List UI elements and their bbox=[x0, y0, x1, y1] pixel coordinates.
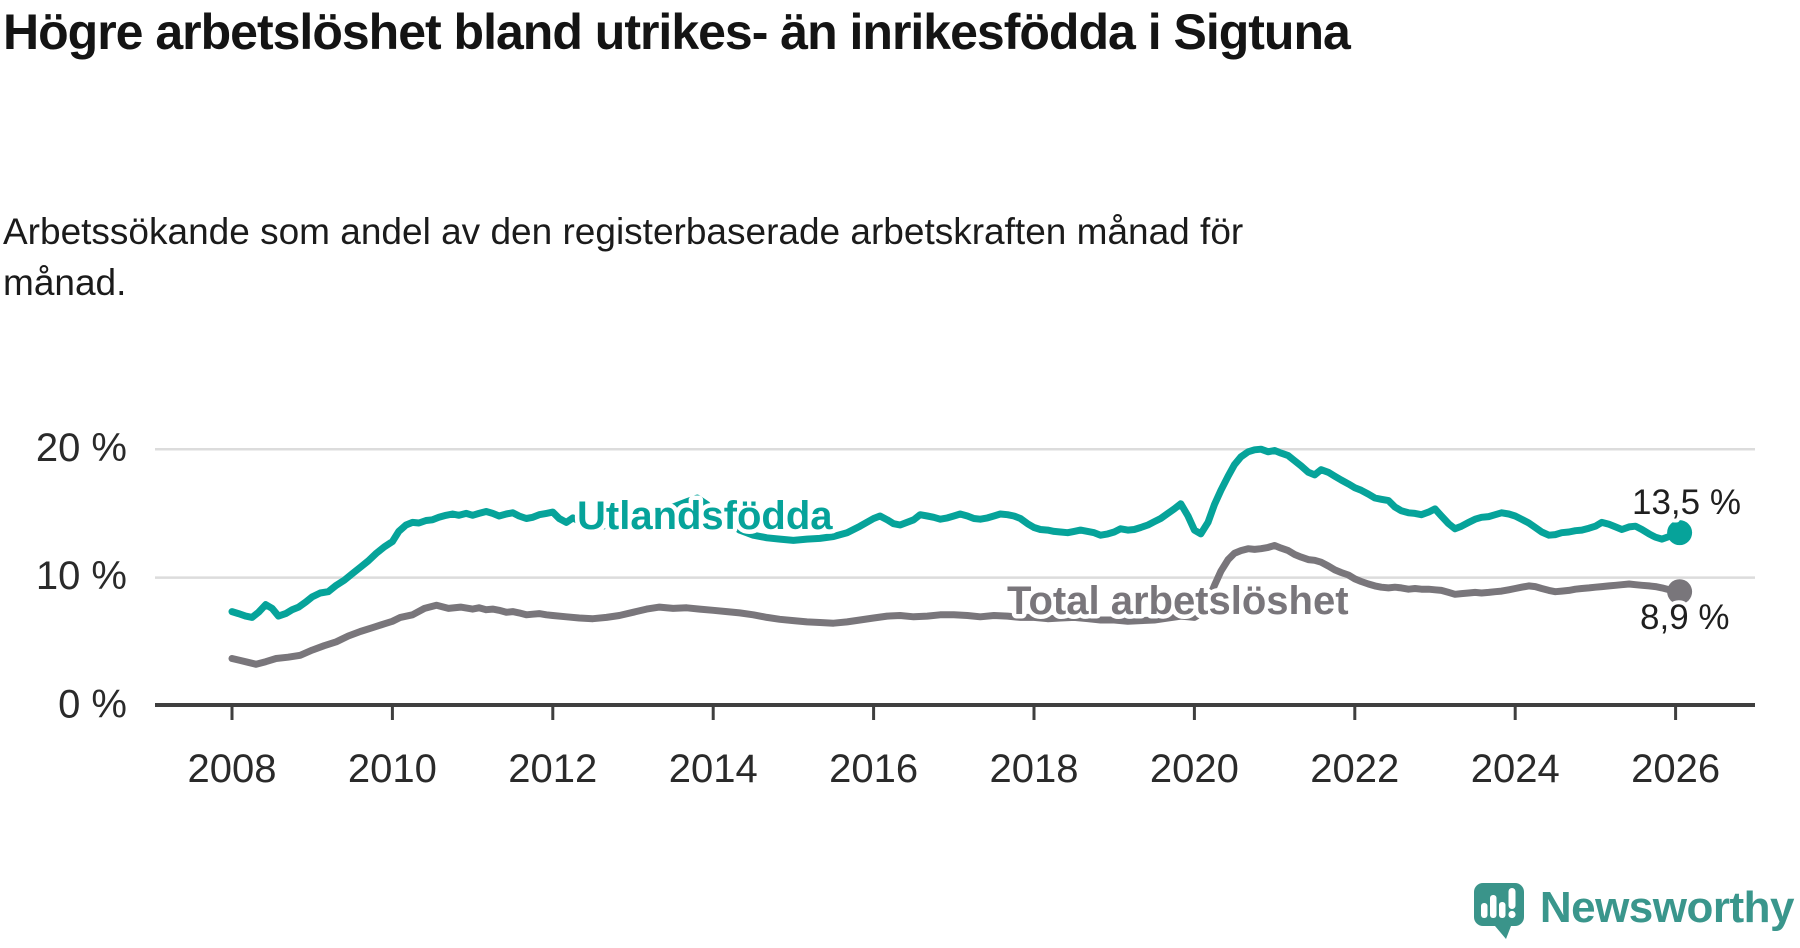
bar-2 bbox=[1489, 895, 1497, 918]
page-title: Högre arbetslöshet bland utrikes- än inr… bbox=[3, 4, 1351, 60]
end-value-label-total: 8,9 % bbox=[1640, 598, 1730, 637]
endpoint-dot-total bbox=[1667, 579, 1693, 605]
x-axis-label: 2026 bbox=[1631, 747, 1720, 791]
bar-1 bbox=[1480, 903, 1488, 918]
x-axis-label: 2022 bbox=[1310, 747, 1399, 791]
newsworthy-wordmark: Newsworthy bbox=[1539, 883, 1795, 932]
y-axis-label: 10 % bbox=[36, 554, 127, 598]
end-value-label-utlandsfodda: 13,5 % bbox=[1632, 483, 1741, 522]
utlandsfodda-line bbox=[228, 445, 1684, 621]
y-axis-label: 20 % bbox=[36, 426, 127, 470]
bar-3 bbox=[1498, 902, 1506, 918]
x-axis-label: 2010 bbox=[348, 747, 437, 791]
series-label-total: Total arbetslöshet bbox=[1007, 579, 1349, 623]
x-axis-label: 2024 bbox=[1471, 747, 1560, 791]
total-line bbox=[228, 542, 1684, 668]
x-axis-label: 2020 bbox=[1150, 747, 1239, 791]
series-label-utlandsfodda: Utlandsfödda bbox=[577, 494, 833, 538]
chart-subtitle: Arbetssökande som andel av den registerb… bbox=[3, 211, 1244, 303]
endpoint-dot-utlandsfodda bbox=[1667, 520, 1693, 546]
exclamation-dot bbox=[1508, 910, 1516, 919]
exclamation-bar bbox=[1508, 888, 1516, 909]
x-axis-label: 2008 bbox=[188, 747, 277, 791]
newsworthy-logo: Newsworthy bbox=[1473, 882, 1795, 944]
x-axis-label: 2016 bbox=[829, 747, 918, 791]
y-axis-label: 0 % bbox=[58, 683, 127, 727]
x-axis-label: 2012 bbox=[508, 747, 597, 791]
x-axis-label: 2018 bbox=[990, 747, 1079, 791]
newsworthy-logo-icon bbox=[1473, 883, 1524, 939]
x-axis-label: 2014 bbox=[669, 747, 758, 791]
